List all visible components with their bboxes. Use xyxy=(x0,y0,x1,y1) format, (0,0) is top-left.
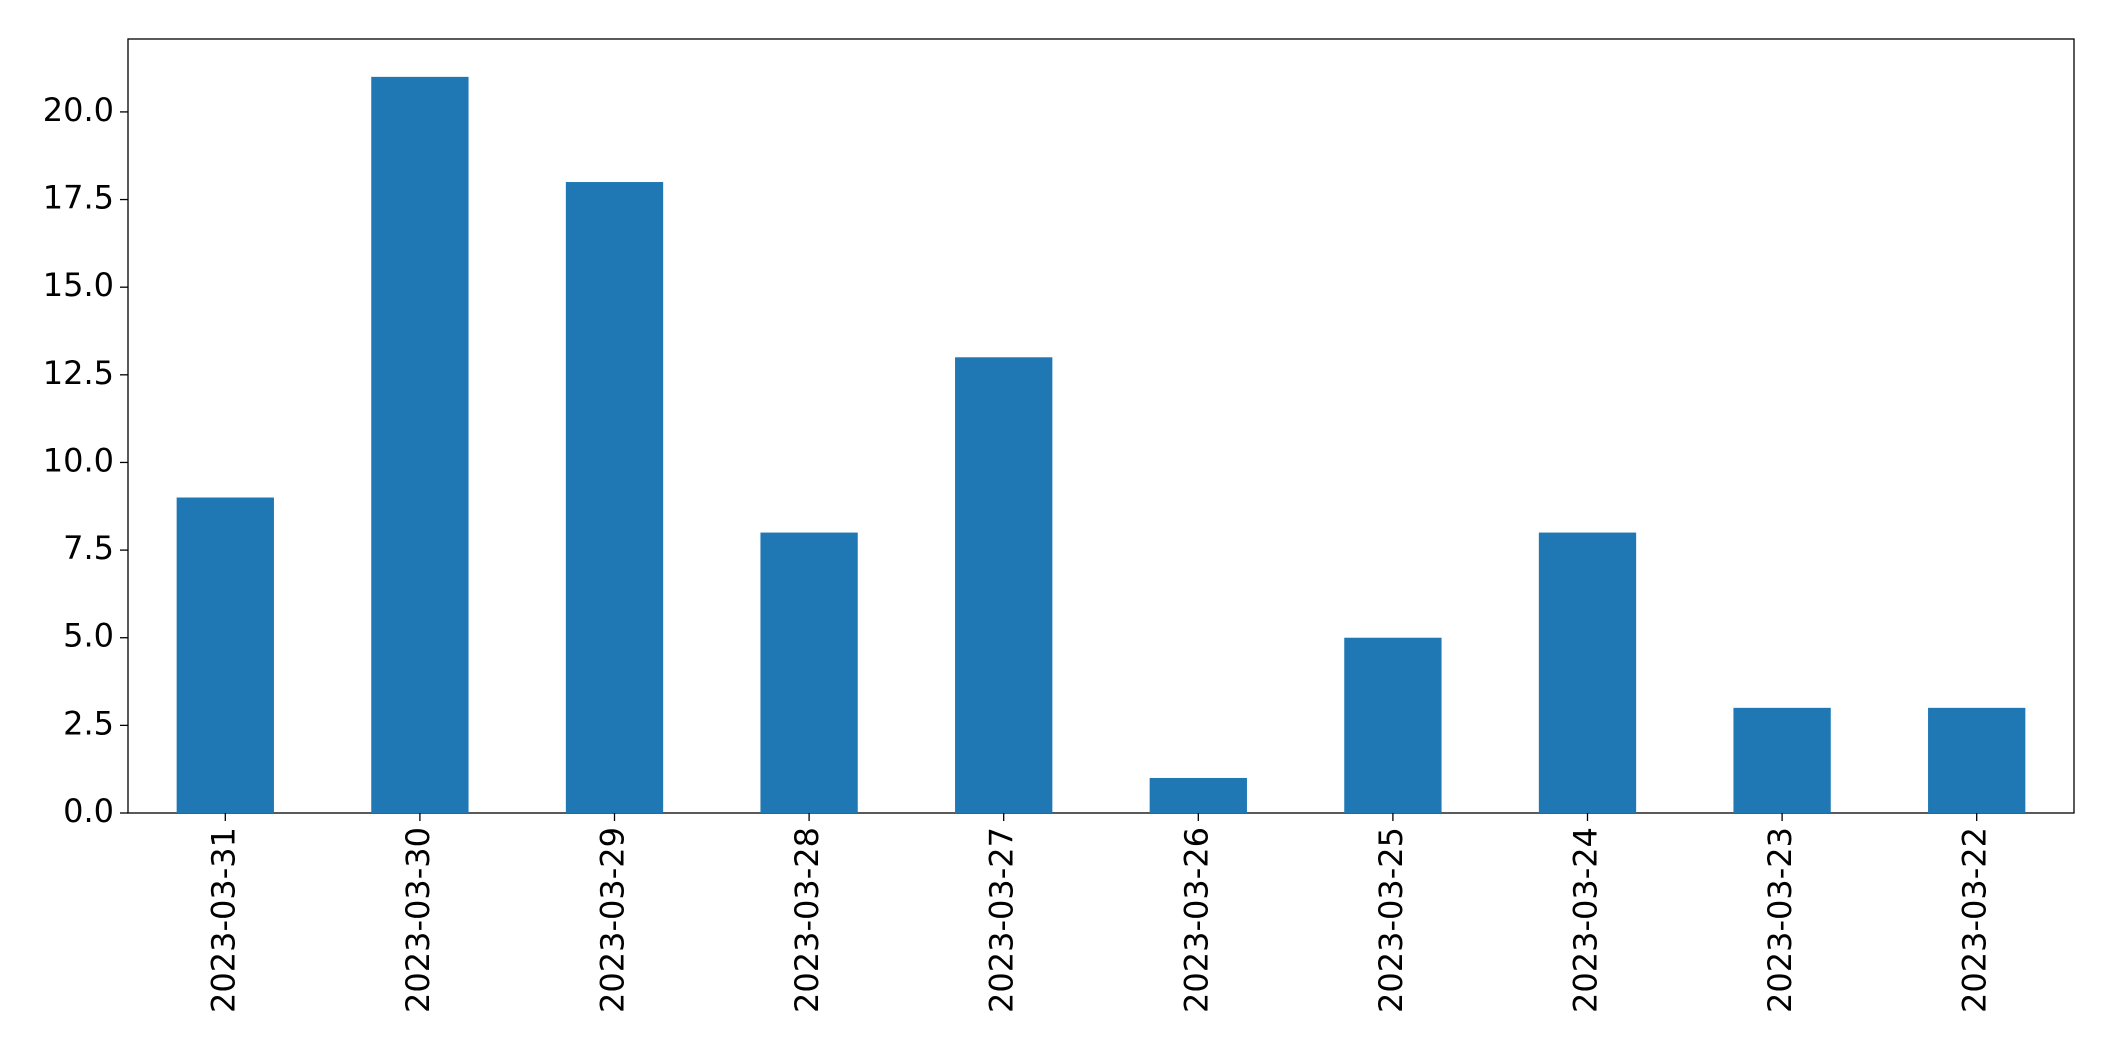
x-tick-label: 2023-03-30 xyxy=(399,827,437,1013)
x-tick-label: 2023-03-26 xyxy=(1177,827,1215,1013)
y-tick-label: 0.0 xyxy=(63,792,114,830)
bar xyxy=(565,182,664,814)
x-tick-label: 2023-03-23 xyxy=(1761,827,1799,1013)
bar xyxy=(1344,637,1442,813)
y-tick-label: 20.0 xyxy=(43,91,114,129)
y-tick-label: 10.0 xyxy=(43,441,114,479)
plot-frame xyxy=(127,38,2075,814)
x-tick-label: 2023-03-25 xyxy=(1372,827,1410,1013)
x-tick-label: 2023-03-31 xyxy=(204,827,242,1013)
y-tick-label: 7.5 xyxy=(63,529,114,567)
bar xyxy=(1538,532,1637,813)
bar xyxy=(955,357,1053,813)
x-tick-label: 2023-03-28 xyxy=(788,827,826,1013)
y-tick-label: 12.5 xyxy=(43,354,114,392)
bar xyxy=(1149,777,1247,813)
y-tick-label: 2.5 xyxy=(63,704,114,742)
bar xyxy=(1733,707,1831,813)
x-tick-label: 2023-03-27 xyxy=(983,827,1021,1013)
y-tick-label: 15.0 xyxy=(43,266,114,304)
y-tick-label: 5.0 xyxy=(63,617,114,655)
bar xyxy=(760,532,858,813)
y-tick-label: 17.5 xyxy=(43,179,114,217)
x-tick-label: 2023-03-24 xyxy=(1567,827,1605,1013)
bar xyxy=(371,76,469,813)
x-tick-label: 2023-03-29 xyxy=(594,827,632,1013)
bar xyxy=(176,497,274,813)
bar xyxy=(1928,707,2026,813)
x-tick-label: 2023-03-22 xyxy=(1956,827,1994,1013)
